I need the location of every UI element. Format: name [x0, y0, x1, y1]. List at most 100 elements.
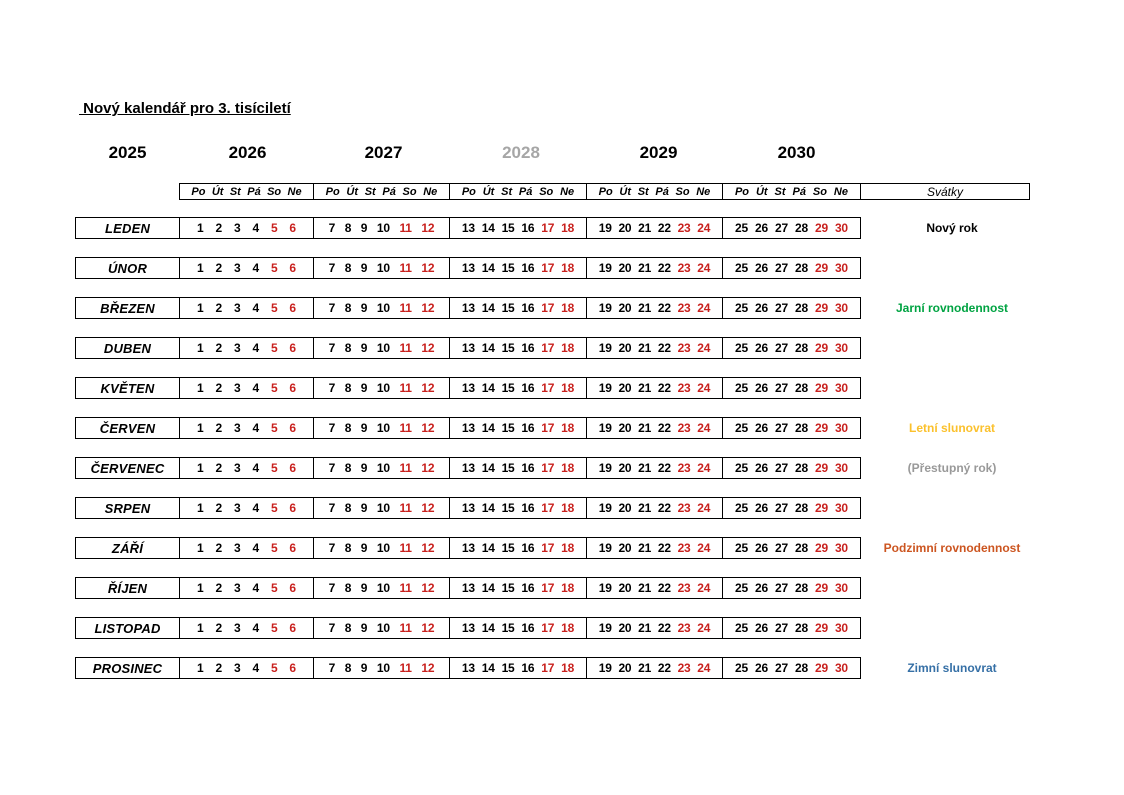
holiday-label: (Přestupný rok) [907, 461, 997, 475]
day-number: 23 [677, 661, 691, 675]
weekday-abbrev: Po [325, 185, 340, 198]
year-label-2030: 2030 [777, 143, 816, 162]
day-number: 15 [501, 421, 515, 435]
month-row-leden: LEDEN 1 2 3 4 5 6 7 8 9 10 11 12 13 14 15 16 17 18 19 20 21 22… [75, 217, 1037, 239]
day-number: 9 [360, 581, 368, 595]
day-number: 7 [328, 221, 336, 235]
day-number: 15 [501, 341, 515, 355]
weekday-abbrev: Ne [560, 185, 575, 198]
holiday-label: Nový rok [926, 221, 978, 235]
day-number: 1 [197, 381, 204, 395]
day-number: 1 [197, 261, 204, 275]
day-number: 16 [521, 221, 535, 235]
weekday-abbrev: Pá [247, 185, 261, 198]
day-number: 12 [421, 221, 435, 235]
day-group-4: 19 20 21 22 23 24 [586, 497, 723, 519]
month-row-červen: ČERVEN 1 2 3 4 5 6 7 8 9 10 11 12 13 14 15 16 17 18 19 20 21 2… [75, 417, 1037, 439]
year-label-2025: 2025 [108, 143, 147, 162]
day-group-2: 7 8 9 10 11 12 [313, 537, 450, 559]
holiday-label [867, 577, 1037, 599]
month-row-březen: BŘEZEN 1 2 3 4 5 6 7 8 9 10 11 12 13 14 15 16 17 18 19 20 21 2… [75, 297, 1037, 319]
day-group-3: 13 14 15 16 17 18 [449, 377, 587, 399]
day-number: 27 [775, 221, 788, 235]
weekday-abbrev: Pá [518, 185, 533, 198]
day-number: 19 [598, 461, 612, 475]
day-number: 8 [344, 461, 352, 475]
day-number: 4 [252, 261, 259, 275]
day-group-4: 19 20 21 22 23 24 [586, 657, 723, 679]
day-number: 11 [399, 541, 412, 555]
day-number: 2 [215, 261, 222, 275]
day-number: 30 [834, 301, 848, 315]
day-number: 24 [697, 421, 711, 435]
day-number: 28 [794, 541, 808, 555]
day-number: 22 [657, 341, 671, 355]
day-number: 26 [755, 421, 768, 435]
day-group-2: 7 8 9 10 11 12 [313, 417, 450, 439]
weekday-abbrev: St [637, 185, 649, 198]
day-number: 10 [376, 541, 390, 555]
day-number: 10 [376, 661, 390, 675]
month-row-únor: ÚNOR 1 2 3 4 5 6 7 8 9 10 11 12 13 14 15 16 17 18 19 20 21 22 2… [75, 257, 1037, 279]
day-number: 26 [755, 501, 768, 515]
day-number: 23 [677, 461, 691, 475]
day-number: 3 [233, 421, 241, 435]
day-group-2: 7 8 9 10 11 12 [313, 617, 450, 639]
day-number: 18 [561, 301, 575, 315]
page-title: Nový kalendář pro 3. tisíciletí [79, 100, 291, 117]
day-number: 14 [481, 261, 495, 275]
day-number: 6 [289, 661, 296, 675]
day-number: 25 [735, 381, 748, 395]
day-number: 8 [344, 661, 352, 675]
day-number: 27 [775, 301, 788, 315]
day-number: 12 [421, 261, 435, 275]
day-group-4: 19 20 21 22 23 24 [586, 217, 723, 239]
day-number: 21 [638, 661, 652, 675]
day-number: 21 [638, 221, 652, 235]
day-group-4: 19 20 21 22 23 24 [586, 577, 723, 599]
day-number: 15 [501, 461, 515, 475]
day-number: 1 [197, 421, 204, 435]
weekday-abbrev: So [675, 185, 690, 198]
day-number: 11 [399, 461, 412, 475]
weekday-abbrev: St [501, 185, 513, 198]
day-number: 6 [289, 461, 296, 475]
day-number: 29 [814, 421, 828, 435]
day-number: 9 [360, 661, 368, 675]
day-number: 14 [481, 501, 495, 515]
day-number: 3 [233, 301, 241, 315]
day-number: 22 [657, 421, 671, 435]
day-number: 9 [360, 381, 368, 395]
day-group-3: 13 14 15 16 17 18 [449, 537, 587, 559]
day-number: 8 [344, 221, 352, 235]
day-number: 1 [197, 341, 204, 355]
day-number: 8 [344, 541, 352, 555]
day-number: 5 [270, 461, 278, 475]
day-number: 2 [215, 541, 222, 555]
day-number: 23 [677, 341, 691, 355]
day-group-4: 19 20 21 22 23 24 [586, 617, 723, 639]
day-number: 2 [215, 461, 222, 475]
day-number: 19 [598, 661, 612, 675]
day-group-5: 25 26 27 28 29 30 [722, 577, 861, 599]
day-number: 2 [215, 501, 222, 515]
day-number: 24 [697, 301, 711, 315]
day-number: 19 [598, 421, 612, 435]
day-number: 18 [561, 581, 575, 595]
day-number: 6 [289, 381, 296, 395]
day-number: 6 [289, 221, 296, 235]
day-number: 28 [794, 261, 808, 275]
holiday-label: Letní slunovrat [908, 421, 995, 435]
day-number: 5 [270, 581, 278, 595]
day-number: 25 [735, 541, 748, 555]
day-number: 1 [197, 541, 204, 555]
day-number: 15 [501, 501, 515, 515]
day-number: 11 [399, 581, 412, 595]
